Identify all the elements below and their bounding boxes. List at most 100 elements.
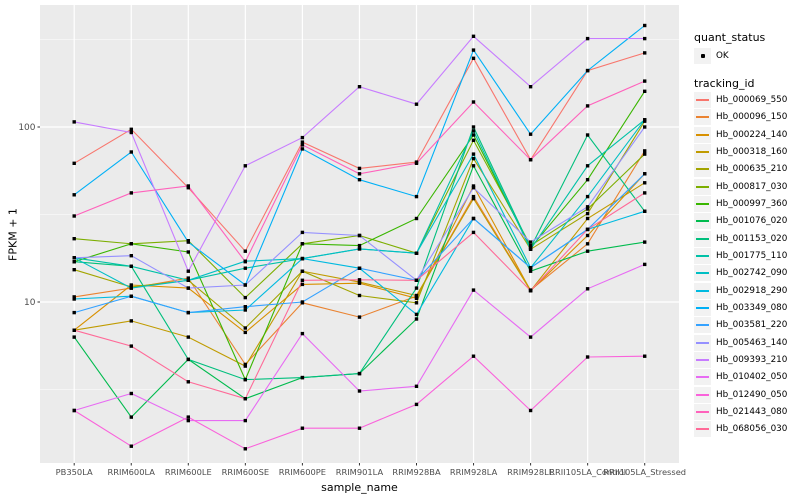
- data-point: [643, 181, 647, 185]
- data-point: [357, 278, 362, 282]
- data-point: [528, 243, 533, 248]
- data-point: [643, 118, 647, 122]
- x-tick-label: RRIM928LA: [450, 467, 498, 477]
- data-point: [471, 230, 476, 235]
- data-point: [357, 315, 362, 319]
- data-point: [129, 444, 133, 448]
- data-point: [414, 278, 419, 282]
- data-point: [300, 282, 305, 287]
- data-point: [72, 310, 76, 315]
- data-point: [243, 377, 247, 382]
- data-point: [585, 249, 590, 253]
- data-point: [129, 191, 133, 195]
- data-point: [471, 186, 476, 190]
- data-point: [357, 247, 362, 251]
- data-point: [585, 216, 590, 221]
- data-point: [471, 138, 476, 142]
- x-tick-label: RRIM600LE: [165, 467, 212, 477]
- data-point: [357, 293, 362, 298]
- data-point: [414, 216, 419, 221]
- data-point: [643, 354, 647, 358]
- data-point: [528, 289, 533, 293]
- data-point: [414, 317, 419, 321]
- data-point: [643, 209, 647, 213]
- data-point: [643, 51, 647, 55]
- data-point: [585, 164, 590, 168]
- data-point: [585, 211, 590, 216]
- data-point: [72, 161, 76, 165]
- data-point: [72, 260, 76, 264]
- data-point: [414, 293, 419, 298]
- data-point: [300, 375, 305, 380]
- data-point: [72, 214, 76, 218]
- data-point: [186, 278, 190, 282]
- data-point: [585, 36, 590, 41]
- data-point: [300, 426, 305, 430]
- x-tick-label: RRIM928LE: [507, 467, 554, 477]
- data-point: [243, 249, 247, 253]
- data-point: [186, 286, 190, 290]
- data-point: [243, 397, 247, 401]
- data-point: [357, 233, 362, 238]
- data-point: [357, 389, 362, 393]
- data-point: [129, 150, 133, 154]
- data-point: [528, 266, 533, 270]
- data-point: [129, 391, 133, 396]
- data-point: [300, 230, 305, 235]
- data-point: [414, 102, 419, 106]
- data-point: [300, 331, 305, 336]
- data-point: [643, 79, 647, 83]
- data-point: [186, 380, 190, 384]
- data-point: [129, 415, 133, 419]
- data-point: [357, 166, 362, 171]
- data-point: [357, 172, 362, 176]
- data-point: [129, 242, 133, 246]
- data-point: [186, 310, 190, 315]
- data-point: [243, 164, 247, 168]
- data-point: [414, 312, 419, 317]
- data-point: [72, 268, 76, 272]
- data-point: [585, 227, 590, 232]
- data-point: [129, 344, 133, 348]
- data-point: [471, 100, 476, 104]
- data-point: [186, 250, 190, 254]
- data-point: [300, 135, 305, 140]
- data-point: [414, 301, 419, 305]
- x-tick-label: RRIM600PE: [279, 467, 326, 477]
- data-point: [414, 161, 419, 165]
- data-point: [643, 191, 647, 195]
- data-point: [300, 300, 305, 304]
- data-point: [414, 384, 419, 388]
- x-tick-label: RRIM901LA: [336, 467, 384, 477]
- data-point: [72, 120, 76, 124]
- data-point: [585, 68, 590, 73]
- data-point: [643, 149, 647, 153]
- data-point: [643, 262, 647, 267]
- data-point: [186, 276, 190, 280]
- data-point: [243, 447, 247, 451]
- data-point: [585, 207, 590, 211]
- data-point: [471, 152, 476, 156]
- data-point: [357, 266, 362, 270]
- data-point: [186, 184, 190, 188]
- data-point: [72, 295, 76, 299]
- data-point: [357, 371, 362, 376]
- data-point: [528, 240, 533, 244]
- data-point: [300, 256, 305, 261]
- data-point: [528, 269, 533, 273]
- data-point: [129, 319, 133, 323]
- data-point: [129, 264, 133, 268]
- data-point: [643, 125, 647, 129]
- data-point: [471, 125, 476, 129]
- data-point: [72, 297, 76, 301]
- data-point: [414, 296, 419, 300]
- data-point: [129, 254, 133, 258]
- data-point: [585, 355, 590, 359]
- data-point: [471, 216, 476, 221]
- data-point: [300, 147, 305, 151]
- data-point: [129, 286, 133, 290]
- data-point: [243, 266, 247, 270]
- data-point: [471, 164, 476, 168]
